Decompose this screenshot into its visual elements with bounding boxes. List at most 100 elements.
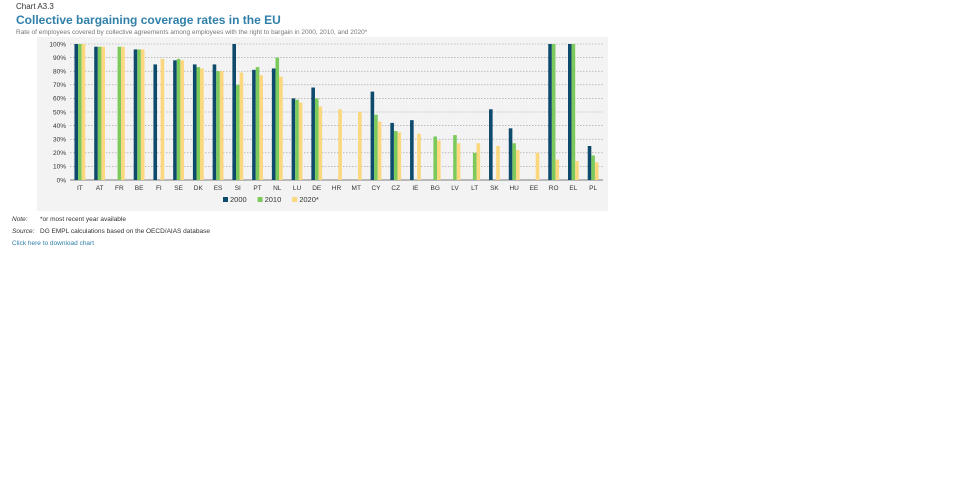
y-tick-label: 0%	[57, 177, 67, 184]
bar-2000-fi	[153, 64, 158, 180]
bar-2020-sk	[496, 146, 500, 180]
x-tick-label: NL	[273, 185, 282, 192]
bar-2010-nl	[275, 57, 280, 180]
bar-2020-fr	[121, 46, 125, 180]
y-tick-label: 10%	[53, 164, 66, 171]
bar-2020-se	[180, 60, 184, 180]
x-tick-label: LU	[293, 185, 302, 192]
bar-2000-hu	[508, 128, 513, 180]
bar-2010-lv	[453, 135, 457, 180]
x-tick-label: BG	[431, 185, 440, 192]
bar-2010-it	[78, 44, 82, 180]
chart-footer: Note: *or most recent year available Sour…	[12, 214, 210, 250]
note-row: Note: *or most recent year available	[12, 214, 210, 226]
bar-2000-ie	[410, 120, 414, 180]
bar-2000-it	[74, 44, 79, 180]
bar-2020-cy	[377, 121, 382, 180]
bar-2020-bg	[437, 140, 441, 180]
bar-2000-pt	[252, 69, 256, 180]
y-tick-label: 30%	[53, 137, 66, 144]
bar-2020-hr	[338, 109, 342, 180]
bar-2010-de	[314, 98, 319, 180]
bar-2020-el	[575, 160, 579, 180]
x-tick-label: LT	[471, 185, 478, 192]
plot-background	[37, 37, 608, 211]
bar-2000-at	[94, 46, 98, 180]
y-tick-label: 50%	[53, 109, 66, 116]
x-tick-label: LV	[451, 185, 459, 192]
chart-header: Chart A3.3 Collective bargaining coverag…	[16, 2, 616, 37]
bar-2020-hu	[515, 150, 520, 180]
chart-subtitle: Rate of employees covered by collective …	[16, 29, 368, 36]
legend-swatch	[223, 197, 228, 202]
x-tick-label: AT	[96, 185, 104, 192]
legend-label: 2010	[265, 195, 282, 204]
x-tick-label: RO	[549, 185, 559, 192]
bar-2010-pl	[591, 155, 595, 180]
x-tick-label: ES	[214, 185, 223, 192]
bar-2010-pt	[255, 67, 260, 180]
bar-2010-lt	[472, 152, 477, 180]
bar-2000-dk	[192, 64, 197, 180]
x-tick-label: CY	[371, 185, 381, 192]
y-tick-label: 100%	[49, 41, 66, 48]
download-chart-link[interactable]: Click here to download chart	[12, 240, 95, 247]
x-tick-label: EL	[569, 185, 577, 192]
bar-2020-it	[81, 44, 86, 180]
bar-2020-ro	[555, 159, 560, 180]
bar-2020-de	[318, 106, 323, 180]
source-row: Source: DG EMPL calculations based on the…	[12, 226, 210, 238]
bar-2000-lu	[291, 98, 296, 180]
bar-chart: 0% 10% 20% 30% 40% 50% 60% 70% 80% 90% 100% IT AT FR B…	[49, 41, 603, 204]
bar-2000-cz	[390, 122, 394, 180]
bar-2010-bg	[433, 136, 438, 180]
bar-2000-ro	[548, 44, 552, 180]
bar-2020-ee	[535, 152, 540, 180]
source-text: DG EMPL calculations based on the OECD/A…	[40, 228, 210, 235]
bar-2010-be	[137, 49, 141, 180]
legend-swatch	[257, 197, 263, 202]
bar-2020-pt	[259, 75, 263, 180]
bar-2010-si	[235, 84, 240, 180]
bar-2020-dk	[200, 68, 204, 180]
bar-2020-pl	[594, 162, 599, 180]
bar-2000-de	[311, 87, 315, 180]
x-tick-label: FR	[115, 185, 124, 192]
bar-2010-lu	[295, 99, 299, 180]
legend-label: 2020*	[299, 195, 319, 204]
source-label: Source:	[12, 228, 35, 235]
x-tick-label: FI	[156, 185, 162, 192]
legend-swatch	[292, 197, 298, 202]
bar-2020-nl	[279, 76, 283, 180]
bar-2010-se	[176, 58, 181, 180]
x-tick-label: CZ	[391, 185, 400, 192]
x-tick-label: SK	[490, 185, 499, 192]
x-tick-label: HR	[332, 185, 342, 192]
y-tick-label: 90%	[53, 55, 66, 62]
y-tick-label: 40%	[53, 123, 66, 130]
y-tick-label: 80%	[53, 69, 66, 76]
bar-2020-si	[239, 72, 244, 180]
bar-2000-el	[567, 44, 572, 180]
bar-2020-es	[219, 71, 224, 180]
bar-2000-es	[212, 64, 217, 180]
bar-2010-el	[571, 44, 576, 180]
bar-2010-cz	[393, 131, 398, 180]
bar-2010-hu	[512, 143, 516, 180]
bar-2020-ie	[417, 133, 421, 180]
x-tick-label: SI	[235, 185, 241, 192]
note-text: *or most recent year available	[40, 216, 126, 223]
bar-2000-cy	[370, 91, 375, 180]
x-tick-label: DK	[194, 185, 204, 192]
x-tick-label: IE	[412, 185, 419, 192]
bar-2000-nl	[271, 68, 276, 180]
x-tick-label: MT	[352, 185, 361, 192]
bar-2000-pl	[587, 146, 592, 180]
x-tick-label: IT	[77, 185, 83, 192]
bar-2020-mt	[358, 112, 362, 180]
x-tick-label: SE	[174, 185, 183, 192]
bar-2010-fr	[117, 46, 122, 180]
bar-2020-lu	[298, 102, 303, 180]
bar-2010-cy	[374, 114, 378, 180]
bar-2000-sk	[489, 109, 493, 180]
